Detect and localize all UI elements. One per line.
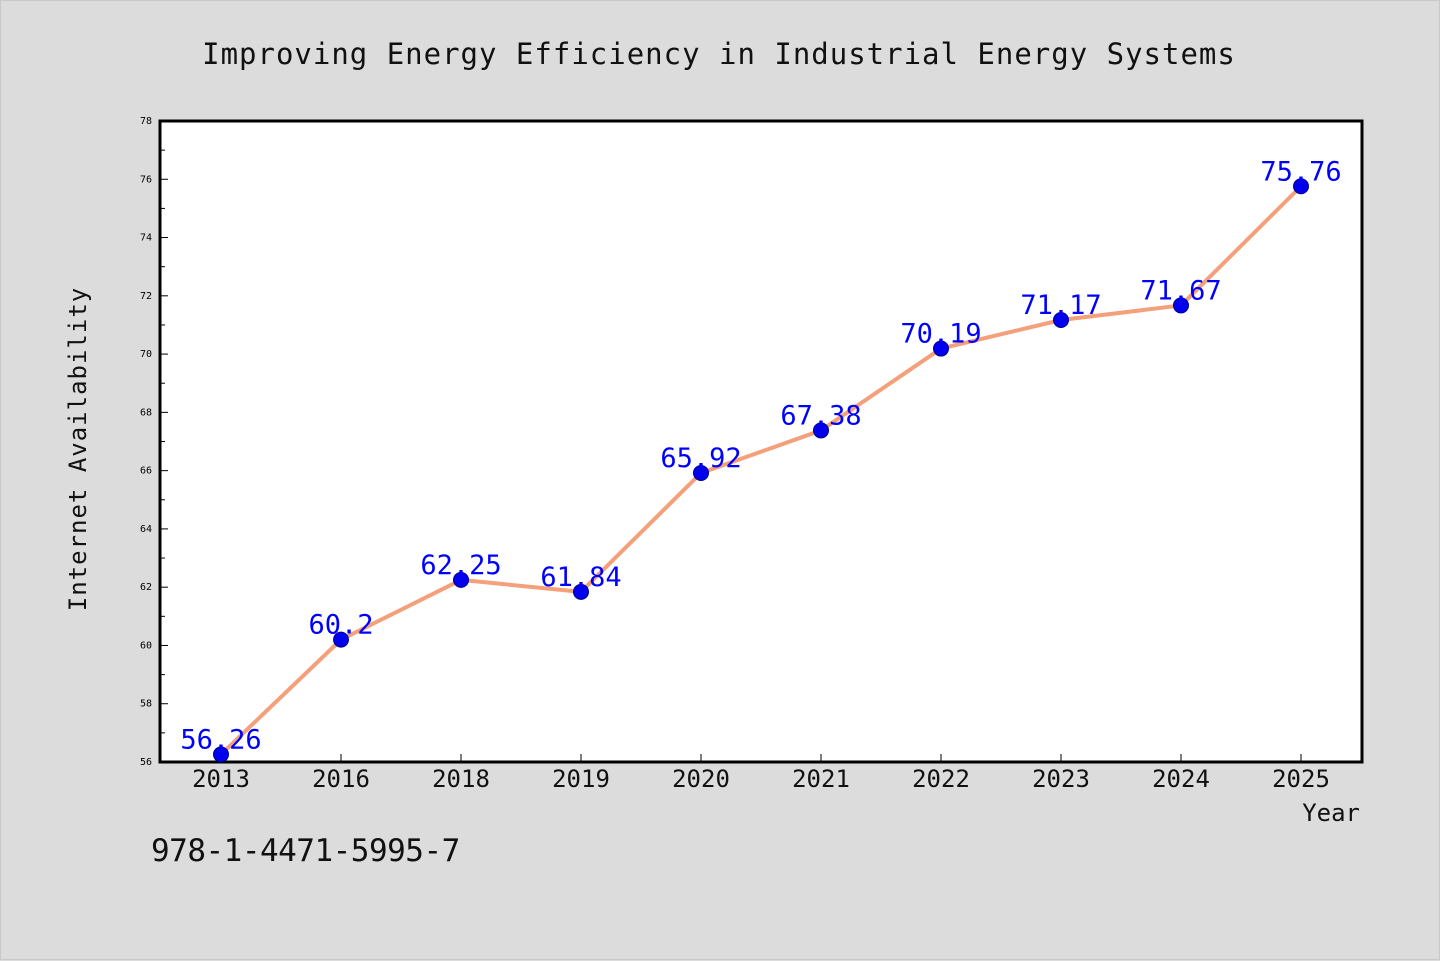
data-point xyxy=(693,464,709,481)
y-tick-label: 62 xyxy=(140,582,152,593)
data-point xyxy=(333,631,349,648)
y-tick-label: 72 xyxy=(140,291,152,302)
data-point xyxy=(1173,297,1189,314)
data-point xyxy=(933,340,949,357)
x-tick-label: 2025 xyxy=(1272,765,1330,793)
data-point xyxy=(213,746,229,763)
data-point xyxy=(1053,312,1069,329)
x-tick-label: 2023 xyxy=(1032,765,1090,793)
plot-area xyxy=(158,119,1364,764)
x-tick-label: 2024 xyxy=(1152,765,1210,793)
data-point xyxy=(573,583,589,600)
series-line xyxy=(219,184,1303,757)
x-axis-label: Year xyxy=(1302,799,1360,827)
y-tick-label: 78 xyxy=(140,116,152,127)
data-label: 62.25 xyxy=(420,550,501,581)
y-tick-label: 76 xyxy=(140,174,152,185)
x-tick-label: 2013 xyxy=(192,765,250,793)
x-tick-label: 2021 xyxy=(792,765,850,793)
x-tick-label: 2022 xyxy=(912,765,970,793)
x-tick-label: 2019 xyxy=(552,765,610,793)
y-tick-label: 60 xyxy=(140,640,152,651)
data-label: 56.26 xyxy=(180,724,261,755)
y-tick-label: 64 xyxy=(140,524,152,535)
y-axis: 56 58 60 62 64 66 68 70 72 74 76 78 xyxy=(140,116,168,768)
x-tick-label: 2018 xyxy=(432,765,490,793)
y-tick-label: 66 xyxy=(140,466,152,477)
chart-title: Improving Energy Efficiency in Industria… xyxy=(202,37,1236,71)
y-tick-label: 56 xyxy=(140,757,152,768)
data-point xyxy=(1293,178,1309,195)
x-axis: 2013 2016 2018 2019 2020 2021 2022 2023 2024 2025 xyxy=(192,754,1330,793)
data-point xyxy=(813,422,829,439)
x-tick-label: 2020 xyxy=(672,765,730,793)
y-tick-label: 74 xyxy=(140,233,152,244)
y-tick-label: 58 xyxy=(140,699,152,710)
y-axis-label: Internet Availability xyxy=(64,287,92,611)
data-label: 67.38 xyxy=(780,400,861,431)
isbn-text: 978-1-4471-5995-7 xyxy=(151,833,460,869)
series-layer: 56.26 60.2 62.25 61.84 65.92 67.38 70.19 71.17 7… xyxy=(180,156,1342,763)
data-label: 75.76 xyxy=(1260,156,1341,187)
y-tick-label: 68 xyxy=(140,407,152,418)
data-label: 65.92 xyxy=(660,443,741,474)
data-label: 71.17 xyxy=(1020,290,1101,321)
y-tick-label: 70 xyxy=(140,349,152,360)
data-label: 61.84 xyxy=(540,562,621,593)
data-point xyxy=(453,571,469,588)
data-label: 70.19 xyxy=(900,319,981,350)
data-label: 60.2 xyxy=(308,610,373,641)
x-tick-label: 2016 xyxy=(312,765,370,793)
data-label: 71.67 xyxy=(1140,275,1221,306)
